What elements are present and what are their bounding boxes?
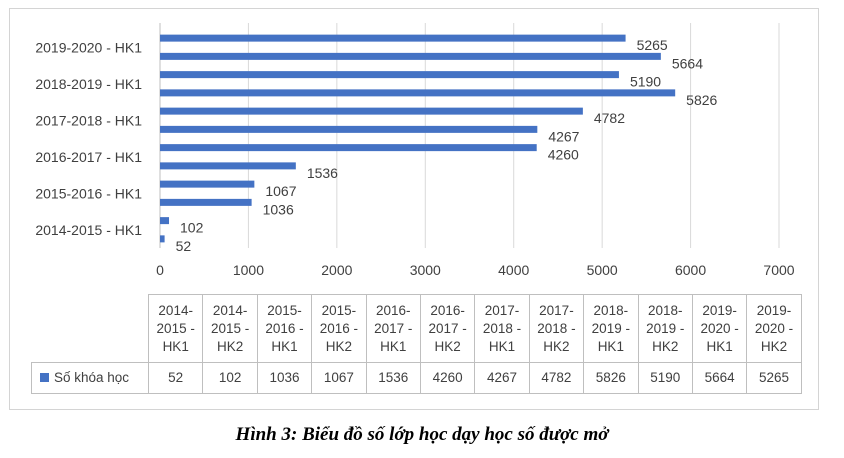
table-header-cell: 2019- 2020 - HK2: [746, 294, 802, 363]
figure-caption: Hình 3: Biểu đồ số lớp học dạy học số đư…: [235, 424, 609, 445]
table-header-cell: 2018- 2019 - HK1: [583, 294, 639, 363]
bar-5: [160, 144, 537, 152]
bar-chart: 0 1000 2000 3000 4000 5000 6000 7000 52 102 1036 10…: [35, 23, 795, 278]
x-tick-label-0: 0: [156, 262, 164, 278]
x-tick-label-4: 4000: [498, 262, 529, 278]
x-tick-label-3: 3000: [410, 262, 441, 278]
table-header-cell: 2014- 2015 - HK1: [147, 294, 204, 363]
bar-11: [160, 34, 626, 42]
legend-swatch: [40, 373, 49, 382]
data-label-6: 4267: [548, 128, 579, 144]
y-tick-label-2: 2016-2017 - HK1: [35, 149, 142, 165]
table-value-cell: 1536: [365, 362, 421, 394]
bar-3: [160, 180, 255, 188]
table-value-cell: 5265: [746, 362, 802, 394]
table-series-label: Số khóa học: [31, 362, 149, 394]
data-label-5: 4260: [548, 147, 579, 163]
table-value-cell: 5664: [691, 362, 748, 394]
data-label-0: 52: [176, 238, 192, 254]
x-tick-label-6: 6000: [675, 262, 706, 278]
table-value-cell: 5190: [637, 362, 693, 394]
x-tick-label-1: 1000: [233, 262, 264, 278]
data-label-9: 5190: [630, 74, 661, 90]
bar-0: [160, 235, 165, 243]
table-header-cell: 2019- 2020 - HK1: [691, 294, 748, 363]
x-tick-label-5: 5000: [587, 262, 618, 278]
bar-2: [160, 198, 252, 206]
data-label-4: 1536: [307, 165, 338, 181]
data-label-3: 1067: [265, 183, 296, 199]
table-header-cell: 2018- 2019 - HK2: [637, 294, 693, 363]
y-tick-label-1: 2015-2016 - HK1: [35, 185, 142, 201]
y-tick-label-3: 2017-2018 - HK1: [35, 112, 142, 128]
bar-6: [160, 125, 538, 133]
data-label-2: 1036: [263, 201, 294, 217]
table-value-cell: 5826: [583, 362, 639, 394]
bar-4: [160, 162, 296, 170]
table-header-cell: 2015- 2016 - HK1: [256, 294, 313, 363]
data-label-1: 102: [180, 220, 204, 236]
table-value-cell: 102: [202, 362, 258, 394]
table-corner: [31, 294, 149, 363]
x-tick-label-7: 7000: [763, 262, 794, 278]
table-value-cell: 1067: [311, 362, 367, 394]
x-tick-label-2: 2000: [321, 262, 352, 278]
bar-8: [160, 89, 676, 97]
bar-1: [160, 217, 170, 225]
table-value-cell: 52: [147, 362, 204, 394]
table-value-cell: 4782: [528, 362, 585, 394]
data-label-7: 4782: [594, 110, 625, 126]
series-name: Số khóa học: [54, 370, 130, 385]
table-header-cell: 2015- 2016 - HK2: [311, 294, 367, 363]
data-label-11: 5265: [637, 37, 668, 53]
table-value-cell: 1036: [256, 362, 313, 394]
table-header-cell: 2017- 2018 - HK2: [528, 294, 585, 363]
table-header-cell: 2016- 2017 - HK2: [419, 294, 476, 363]
data-label-8: 5826: [686, 92, 717, 108]
y-tick-label-4: 2018-2019 - HK1: [35, 76, 142, 92]
table-value-cell: 4267: [474, 362, 530, 394]
bar-10: [160, 52, 661, 60]
table-header-cell: 2014- 2015 - HK2: [202, 294, 258, 363]
table-header-cell: 2017- 2018 - HK1: [474, 294, 530, 363]
data-table: 2014- 2015 - HK1 2014- 2015 - HK2 2015- 2016 -H…: [31, 294, 802, 394]
bar-9: [160, 71, 619, 79]
data-label-10: 5664: [672, 55, 703, 71]
table-header-cell: 2016- 2017 - HK1: [365, 294, 421, 363]
y-tick-label-0: 2014-2015 - HK1: [35, 222, 142, 238]
bar-7: [160, 107, 583, 115]
chart-frame: [9, 8, 819, 410]
table-value-cell: 4260: [419, 362, 476, 394]
y-tick-label-5: 2019-2020 - HK1: [35, 39, 142, 55]
